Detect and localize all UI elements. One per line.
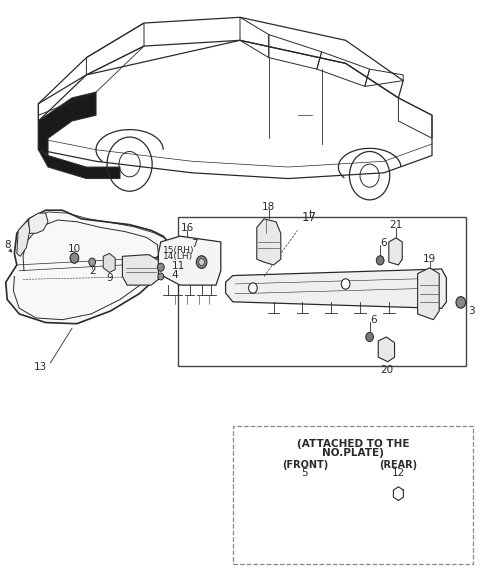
- Text: 14(LH): 14(LH): [163, 252, 193, 262]
- Polygon shape: [158, 236, 221, 285]
- Polygon shape: [17, 220, 30, 256]
- Text: 21: 21: [389, 219, 403, 230]
- Text: 2: 2: [89, 266, 96, 276]
- Text: 15(RH): 15(RH): [163, 246, 195, 255]
- Circle shape: [89, 258, 96, 266]
- Text: 3: 3: [468, 306, 475, 316]
- Text: 11: 11: [172, 261, 185, 271]
- Text: 4: 4: [172, 270, 179, 280]
- Text: 16: 16: [180, 222, 194, 233]
- Polygon shape: [29, 213, 48, 233]
- Text: NO.PLATE): NO.PLATE): [322, 448, 384, 458]
- Text: 6: 6: [370, 314, 377, 325]
- Text: 8: 8: [4, 240, 11, 250]
- Circle shape: [196, 256, 207, 268]
- Circle shape: [419, 282, 426, 291]
- Polygon shape: [389, 238, 402, 265]
- Circle shape: [456, 297, 466, 308]
- Text: (ATTACHED TO THE: (ATTACHED TO THE: [297, 438, 409, 449]
- FancyBboxPatch shape: [233, 426, 473, 564]
- Circle shape: [158, 273, 164, 280]
- Text: (REAR): (REAR): [379, 460, 418, 470]
- Polygon shape: [103, 253, 115, 272]
- Text: 5: 5: [301, 468, 308, 479]
- Polygon shape: [257, 219, 281, 265]
- Circle shape: [249, 283, 257, 293]
- Circle shape: [157, 263, 164, 271]
- Circle shape: [70, 253, 79, 263]
- Text: 7: 7: [191, 238, 198, 249]
- Text: 13: 13: [34, 362, 48, 373]
- Text: 18: 18: [262, 202, 276, 213]
- Polygon shape: [122, 255, 158, 285]
- Circle shape: [376, 256, 384, 265]
- Text: 19: 19: [423, 254, 436, 264]
- Text: 17: 17: [302, 211, 317, 224]
- Polygon shape: [418, 268, 439, 320]
- Circle shape: [199, 259, 204, 266]
- Polygon shape: [38, 150, 120, 179]
- Circle shape: [366, 332, 373, 342]
- Text: 12: 12: [392, 468, 405, 479]
- Polygon shape: [378, 337, 395, 362]
- Text: 20: 20: [380, 365, 393, 375]
- Text: 10: 10: [68, 244, 81, 254]
- Text: 9: 9: [106, 272, 113, 283]
- Polygon shape: [226, 269, 446, 308]
- Polygon shape: [38, 92, 96, 156]
- Polygon shape: [6, 210, 168, 324]
- Circle shape: [341, 279, 350, 289]
- Text: 6: 6: [381, 238, 387, 248]
- FancyBboxPatch shape: [178, 217, 466, 366]
- Text: (FRONT): (FRONT): [282, 460, 328, 470]
